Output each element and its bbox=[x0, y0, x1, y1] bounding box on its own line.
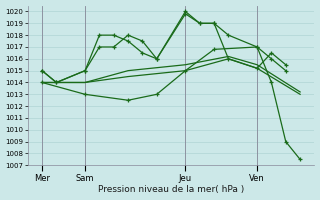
X-axis label: Pression niveau de la mer( hPa ): Pression niveau de la mer( hPa ) bbox=[98, 185, 244, 194]
